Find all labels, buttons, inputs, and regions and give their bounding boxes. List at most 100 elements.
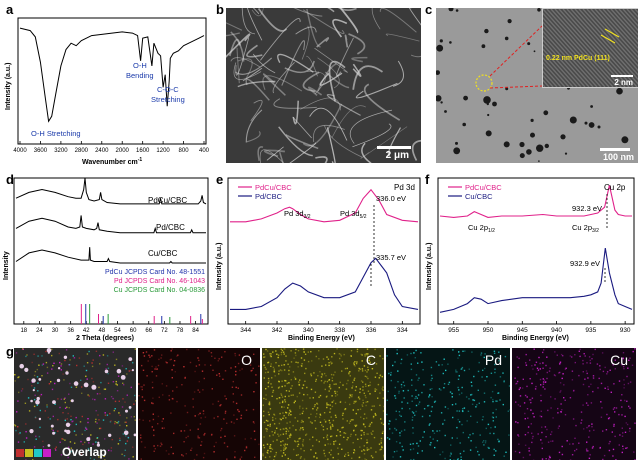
eds-overlap-particle xyxy=(30,399,33,403)
eds-signal-dot xyxy=(352,442,354,444)
eds-signal-dot xyxy=(328,390,330,392)
panel-label-c: c xyxy=(425,2,433,17)
eds-signal-dot xyxy=(493,454,495,456)
eds-signal-dot xyxy=(613,383,615,385)
lattice-fringe xyxy=(482,8,554,88)
eds-signal-dot xyxy=(275,362,277,364)
eds-signal-dot xyxy=(548,370,551,372)
xps-cu-tick-label: 935 xyxy=(585,327,596,334)
eds-signal-dot xyxy=(353,452,355,454)
eds-signal-dot xyxy=(352,419,354,421)
eds-signal-dot xyxy=(397,381,399,383)
tem-nanoparticle xyxy=(455,9,459,12)
eds-signal-dot xyxy=(198,437,201,439)
eds-overlap-particle xyxy=(73,381,79,386)
eds-signal-dot xyxy=(395,429,398,431)
eds-signal-dot xyxy=(460,368,462,370)
eds-signal-dot xyxy=(355,434,357,436)
eds-signal-dot xyxy=(456,437,458,439)
eds-signal-dot xyxy=(483,392,486,394)
eds-signal-dot xyxy=(283,447,285,449)
eds-signal-dot xyxy=(589,454,591,456)
eds-signal-dot xyxy=(406,402,409,404)
eds-overlap-dot xyxy=(71,420,73,423)
eds-signal-dot xyxy=(235,402,238,405)
eds-signal-dot xyxy=(367,390,370,392)
eds-signal-dot xyxy=(210,352,213,354)
eds-signal-dot xyxy=(417,445,420,447)
eds-overlap-dot xyxy=(79,421,82,423)
eds-signal-dot xyxy=(540,400,542,402)
eds-overlap-dot xyxy=(133,403,135,405)
eds-overlap-dot xyxy=(89,449,91,452)
panel-label-a: a xyxy=(6,2,14,17)
eds-signal-dot xyxy=(140,458,142,460)
eds-signal-dot xyxy=(487,423,490,426)
eds-signal-dot xyxy=(361,354,363,356)
eds-overlap-dot xyxy=(70,386,73,388)
eds-signal-dot xyxy=(388,372,390,375)
eds-signal-dot xyxy=(374,376,377,378)
eds-signal-dot xyxy=(170,446,172,448)
eds-signal-dot xyxy=(457,458,459,460)
xps-cu-legend-cu: Cu/CBC xyxy=(465,192,493,201)
eds-signal-dot xyxy=(281,349,284,352)
eds-signal-dot xyxy=(343,436,345,438)
eds-signal-dot xyxy=(415,404,418,407)
eds-signal-dot xyxy=(293,357,295,359)
eds-overlap-dot xyxy=(62,373,64,375)
sem-fiber xyxy=(277,53,314,73)
eds-signal-dot xyxy=(138,395,140,397)
eds-signal-dot xyxy=(427,405,429,407)
eds-overlap-dot xyxy=(93,458,95,460)
eds-overlap-particle xyxy=(108,433,112,437)
eds-overlap-dot xyxy=(14,374,16,376)
eds-signal-dot xyxy=(580,411,583,413)
eds-signal-dot xyxy=(519,405,521,407)
eds-signal-dot xyxy=(272,391,274,393)
eds-signal-dot xyxy=(183,366,185,368)
eds-signal-dot xyxy=(484,367,486,370)
eds-signal-dot xyxy=(369,381,371,384)
eds-signal-dot xyxy=(353,377,356,380)
eds-signal-dot xyxy=(353,430,355,432)
inset-scale-bar xyxy=(611,75,633,77)
eds-signal-dot xyxy=(528,447,530,449)
eds-signal-dot xyxy=(389,420,391,422)
xrd-tick-label: 42 xyxy=(83,328,90,334)
eds-signal-dot xyxy=(270,365,272,367)
eds-signal-dot xyxy=(336,394,339,396)
eds-signal-dot xyxy=(355,412,357,415)
eds-signal-dot xyxy=(224,435,226,437)
eds-signal-dot xyxy=(530,423,532,425)
eds-signal-dot xyxy=(430,410,433,413)
eds-signal-dot xyxy=(359,368,361,370)
eds-signal-dot xyxy=(444,406,447,408)
eds-overlap-dot xyxy=(104,398,107,400)
eds-overlap-dot xyxy=(31,385,33,387)
eds-signal-dot xyxy=(331,395,333,397)
eds-signal-dot xyxy=(315,452,317,454)
sem-fiber xyxy=(348,33,366,55)
eds-signal-dot xyxy=(171,369,173,371)
eds-signal-dot xyxy=(173,364,175,367)
eds-overlap-dot xyxy=(51,354,53,357)
eds-signal-dot xyxy=(278,386,281,388)
eds-signal-dot xyxy=(330,449,332,451)
eds-signal-dot xyxy=(250,370,252,372)
eds-signal-dot xyxy=(492,398,494,401)
eds-signal-dot xyxy=(602,430,604,432)
eds-signal-dot xyxy=(580,422,582,424)
eds-signal-dot xyxy=(401,401,403,403)
eds-signal-dot xyxy=(283,449,285,451)
xps-pd-legend-pdcu: PdCu/CBC xyxy=(255,183,292,192)
eds-signal-dot xyxy=(154,368,156,370)
eds-signal-dot xyxy=(418,377,420,379)
eds-signal-dot xyxy=(297,420,299,422)
xrd-card-pd: Pd JCPDS Card No. 46-1043 xyxy=(114,278,205,285)
eds-signal-dot xyxy=(431,396,433,398)
sem-fiber xyxy=(273,98,317,109)
lattice-fringe xyxy=(574,8,638,81)
sem-fiber-network xyxy=(226,8,421,163)
eds-overlap-dot xyxy=(51,388,54,391)
